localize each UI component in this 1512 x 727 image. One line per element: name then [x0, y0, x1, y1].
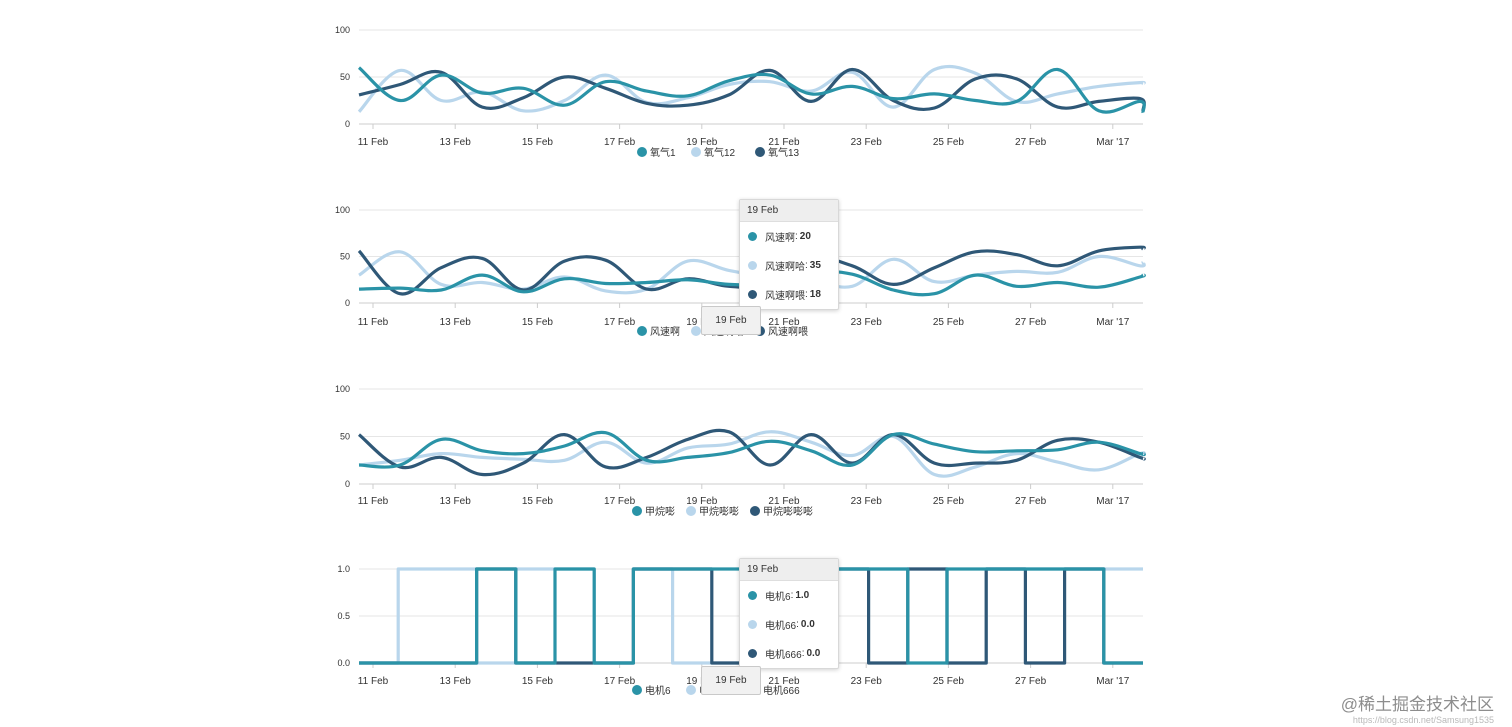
- x-tick-label: 13 Feb: [440, 676, 472, 687]
- x-tick-label: 15 Feb: [522, 137, 554, 148]
- legend-marker-icon: [750, 506, 760, 516]
- legend-label: 氧气12: [704, 146, 736, 159]
- x-tick-label: 11 Feb: [358, 676, 389, 687]
- x-tick-label: 25 Feb: [933, 317, 965, 328]
- x-tick-label: 11 Feb: [358, 137, 389, 148]
- x-tick-label: 27 Feb: [1015, 496, 1047, 507]
- series-line-甲烷嘭嘭[interactable]: [358, 430, 1146, 478]
- x-tick-label: 27 Feb: [1015, 137, 1047, 148]
- legend-item[interactable]: 电机66: [686, 684, 731, 697]
- x-tick-label: 25 Feb: [933, 496, 965, 507]
- hover-point: [754, 281, 764, 291]
- y-tick-label: 50: [340, 432, 350, 442]
- chart-1: 0 50 100 11 Feb 13 Feb 15 Feb 17 Feb 19 Feb 21 F…: [335, 25, 1146, 159]
- x-tick-label: 27 Feb: [1015, 676, 1047, 687]
- series-line-甲烷嘭嘭嘭[interactable]: [357, 428, 1146, 477]
- legend-label: 氧气1: [650, 146, 676, 159]
- legend-item[interactable]: 氧气13: [755, 146, 800, 159]
- legend-item[interactable]: 氧气1: [637, 146, 676, 159]
- x-tick-label: 15 Feb: [522, 676, 554, 687]
- series-line-氧气1[interactable]: [357, 66, 1146, 114]
- x-tick-label: 23 Feb: [851, 676, 883, 687]
- x-tick-label: 13 Feb: [440, 496, 472, 507]
- legend-label: 甲烷嘭嘭嘭: [763, 505, 813, 518]
- x-tick-label: 15 Feb: [522, 317, 554, 328]
- x-tick-label: 27 Feb: [1015, 317, 1047, 328]
- x-tick-label: 13 Feb: [440, 317, 472, 328]
- x-tick-label: 13 Feb: [440, 137, 472, 148]
- x-tick-label: 17 Feb: [604, 317, 636, 328]
- x-tick-label: 17 Feb: [604, 496, 636, 507]
- x-tick-label: Mar '17: [1096, 676, 1129, 687]
- legend-item[interactable]: 氧气12: [691, 146, 736, 159]
- x-tick-label: 11 Feb: [358, 496, 389, 507]
- y-tick-label: 0.0: [337, 658, 350, 668]
- legend-label: 电机66: [699, 684, 731, 697]
- legend-marker-icon: [632, 685, 642, 695]
- y-tick-label: 50: [340, 72, 350, 82]
- x-tick-label: Mar '17: [1096, 137, 1129, 148]
- y-tick-label: 0: [345, 119, 350, 129]
- legend-item[interactable]: 风速啊: [637, 326, 680, 338]
- x-tick-label: 21 Feb: [768, 496, 800, 507]
- legend-label: 氧气13: [768, 146, 800, 159]
- x-tick-label: 19 Feb: [686, 496, 718, 507]
- legend-marker-icon: [755, 326, 765, 336]
- legend-marker-icon: [755, 147, 765, 157]
- x-tick-label: 23 Feb: [851, 317, 883, 328]
- legend-marker-icon: [637, 326, 647, 336]
- legend-label: 甲烷嘭嘭: [699, 505, 739, 518]
- y-tick-label: 100: [335, 205, 350, 215]
- series-line-甲烷嘭[interactable]: [358, 430, 1146, 469]
- legend-label: 甲烷嘭: [645, 505, 675, 518]
- x-tick-label: 17 Feb: [604, 137, 636, 148]
- legend-marker-icon: [686, 685, 696, 695]
- y-tick-label: 0.5: [337, 611, 350, 621]
- y-tick-label: 100: [335, 25, 350, 35]
- x-tick-label: 21 Feb: [768, 676, 800, 687]
- x-tick-label: 25 Feb: [933, 137, 965, 148]
- legend-marker-icon: [686, 506, 696, 516]
- y-tick-label: 0: [345, 479, 350, 489]
- legend-item[interactable]: 甲烷嘭: [632, 505, 675, 518]
- legend-label: 电机666: [763, 684, 800, 697]
- legend-marker-icon: [750, 685, 760, 695]
- y-tick-label: 0: [345, 298, 350, 308]
- hover-point: [754, 564, 764, 574]
- legend-item[interactable]: 风速啊喂: [755, 326, 808, 338]
- x-tick-label: 15 Feb: [522, 496, 554, 507]
- x-tick-label: 11 Feb: [358, 317, 389, 328]
- chart-4: 0.00.51.011 Feb 13 Feb 15 Feb 17 Feb 19 Feb 2…: [337, 559, 1143, 697]
- x-tick-label: 21 Feb: [768, 137, 800, 148]
- y-tick-label: 100: [335, 384, 350, 394]
- legend-label: 风速啊喂: [768, 326, 808, 338]
- series-line-氧气13[interactable]: [358, 67, 1146, 112]
- x-tick-label: 19 Feb: [686, 137, 718, 148]
- hover-point: [754, 265, 764, 275]
- legend-marker-icon: [637, 147, 647, 157]
- legend-item[interactable]: 甲烷嘭嘭嘭: [750, 505, 813, 518]
- x-tick-label: 21 Feb: [768, 317, 800, 328]
- legend-item[interactable]: 甲烷嘭嘭: [686, 505, 739, 518]
- x-tick-label: 23 Feb: [851, 496, 883, 507]
- legend-marker-icon: [632, 506, 642, 516]
- hover-point: [754, 658, 764, 668]
- legend-marker-icon: [691, 147, 701, 157]
- y-tick-label: 1.0: [337, 564, 350, 574]
- x-tick-label: 25 Feb: [933, 676, 965, 687]
- legend-item[interactable]: 电机6: [632, 684, 671, 697]
- x-tick-label: Mar '17: [1096, 496, 1129, 507]
- legend-label: 风速啊: [650, 326, 680, 338]
- legend-item[interactable]: 电机666: [750, 684, 800, 697]
- y-tick-label: 50: [340, 252, 350, 262]
- x-tick-label: Mar '17: [1096, 317, 1129, 328]
- legend-label: 风速啊哈: [704, 325, 744, 338]
- x-tick-label: 23 Feb: [851, 137, 883, 148]
- legend-label: 电机6: [645, 684, 671, 697]
- legend-marker-icon: [691, 326, 701, 336]
- chart-3: 0 50 100 11 Feb 13 Feb 15 Feb 17 Feb 19 Feb 21 F…: [335, 384, 1146, 518]
- x-tick-label: 17 Feb: [604, 676, 636, 687]
